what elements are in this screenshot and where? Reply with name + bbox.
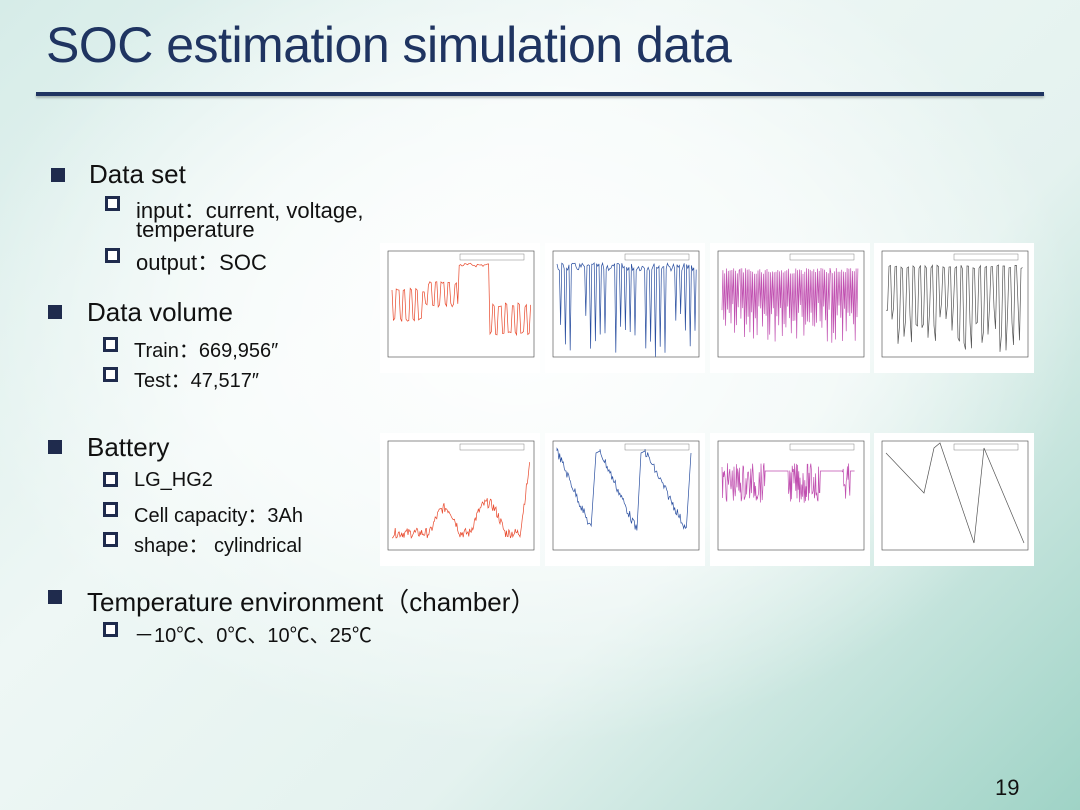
soc-plot-2-axes [881,440,1029,551]
voltage-trace-1 [556,261,697,357]
soc-trace-1 [885,264,1023,352]
soc-plot-1-legend [953,253,1019,261]
current-plot-2-legend [459,443,525,451]
list-item: temperature [136,217,255,242]
section-heading-battery: Battery [87,432,170,462]
current-trace-2 [391,462,530,539]
list-item: Test：47,517″ [134,370,259,392]
list-item: Train：669,956″ [134,340,279,362]
current-plot-2-axes [387,440,535,551]
list-item: output：SOC [136,250,267,275]
voltage-plot-2-legend [624,443,690,451]
voltage-plot-2-axes [552,440,700,551]
bullet-open-square-icon [103,532,118,547]
current-trace-1 [391,262,531,337]
bullet-open-square-icon [103,502,118,517]
bullet-open-square-icon [103,337,118,352]
list-item: input：current, voltage, [136,198,364,223]
plot-thumbnail-voltage-1 [545,243,705,373]
bullet-square-icon [51,168,65,182]
plot-thumbnail-temperature-2 [710,433,870,566]
list-item: shape： cylindrical [134,535,302,557]
plot-thumbnail-current-2 [380,433,540,566]
section-heading-data-volume: Data volume [87,297,233,327]
plot-thumbnail-voltage-2 [545,433,705,566]
temperature-plot-2-legend [789,443,855,451]
plot-thumbnail-soc-1 [874,243,1034,373]
bullet-square-icon [48,440,62,454]
section-heading-temperature: Temperature environment（chamber） [87,587,537,617]
bullet-open-square-icon [103,622,118,637]
title-underline [36,92,1044,96]
current-plot-1-axes [387,250,535,358]
section-heading-data-set: Data set [89,159,186,189]
bullet-open-square-icon [105,248,120,263]
temperature-trace-1 [721,267,859,343]
soc-trace-2 [885,442,1025,544]
temperature-plot-1-legend [789,253,855,261]
list-item: －10℃、0℃、10℃、25℃ [134,625,372,647]
bullet-square-icon [48,590,62,604]
page-number: 19 [995,775,1020,800]
bullet-open-square-icon [103,472,118,487]
plot-thumbnail-temperature-1 [710,243,870,373]
voltage-plot-1-axes [552,250,700,358]
bullet-open-square-icon [103,367,118,382]
plot-thumbnail-current-1 [380,243,540,373]
temperature-plot-2-axes [717,440,865,551]
temperature-trace-2 [721,463,855,503]
plot-thumbnail-soc-2 [874,433,1034,566]
voltage-plot-1-legend [624,253,690,261]
list-item: LG_HG2 [134,469,213,491]
bullet-square-icon [48,305,62,319]
slide-title: SOC estimation simulation data [46,17,732,73]
bullet-open-square-icon [105,196,120,211]
list-item: Cell capacity：3Ah [134,505,303,527]
voltage-trace-2 [556,447,692,531]
soc-plot-2-legend [953,443,1019,451]
current-plot-1-legend [459,253,525,261]
temperature-plot-1-axes [717,250,865,358]
soc-plot-1-axes [881,250,1029,358]
